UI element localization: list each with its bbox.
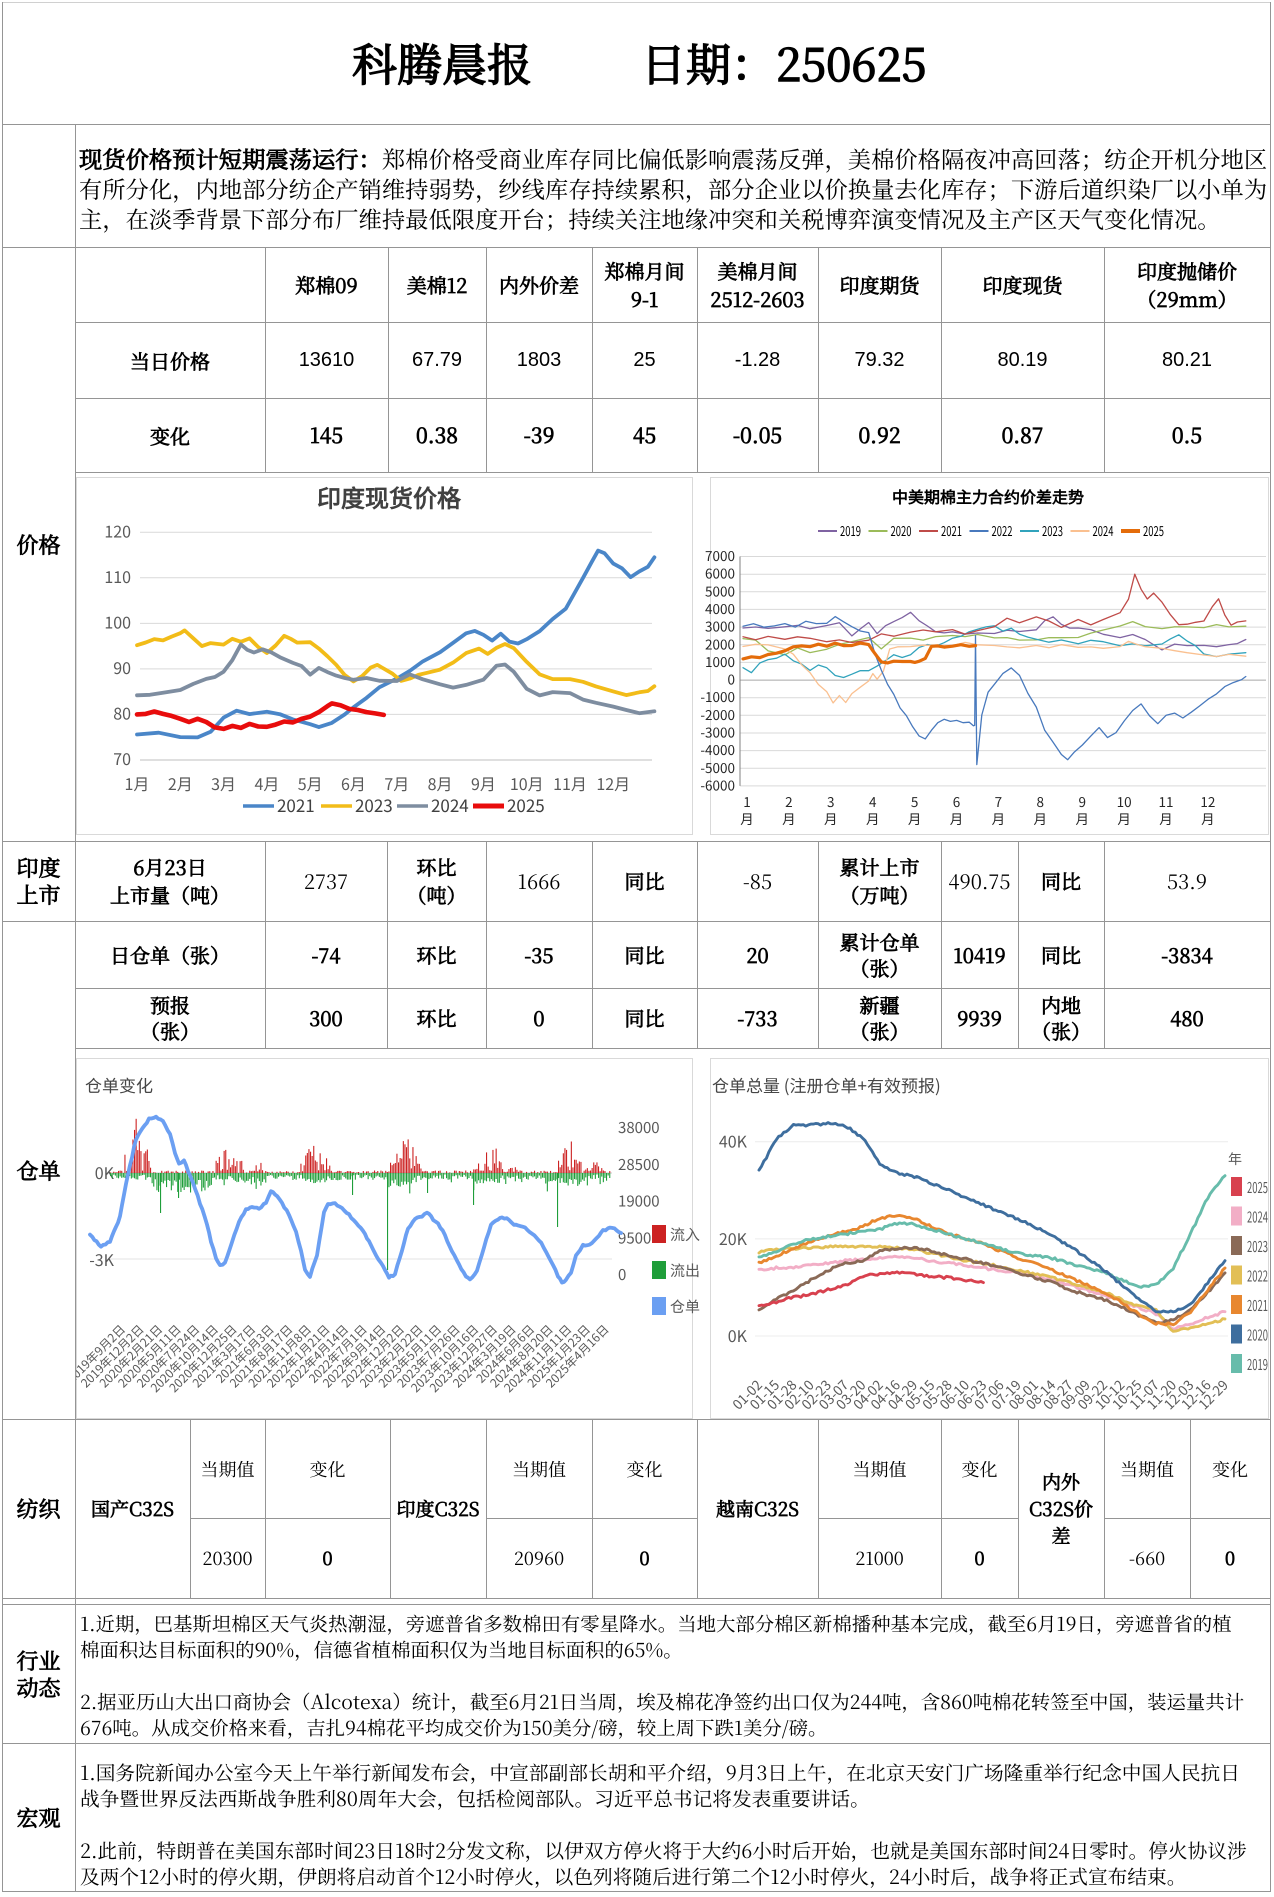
svg-text:10: 10 bbox=[1117, 791, 1132, 811]
svg-text:月: 月 bbox=[824, 808, 838, 828]
svg-text:2019: 2019 bbox=[840, 520, 861, 540]
svg-text:-1000: -1000 bbox=[700, 686, 735, 706]
svg-text:6000: 6000 bbox=[705, 563, 735, 583]
svg-text:-4000: -4000 bbox=[700, 739, 735, 759]
svg-text:9: 9 bbox=[1078, 791, 1086, 811]
svg-text:0K: 0K bbox=[95, 1160, 115, 1184]
svg-text:2000: 2000 bbox=[705, 633, 735, 653]
svg-text:月: 月 bbox=[782, 808, 796, 828]
svg-text:110: 110 bbox=[104, 564, 131, 588]
svg-text:2023: 2023 bbox=[1247, 1236, 1268, 1257]
svg-text:28500: 28500 bbox=[618, 1154, 660, 1175]
svg-text:20K: 20K bbox=[719, 1226, 748, 1250]
svg-text:月: 月 bbox=[866, 808, 880, 828]
svg-text:月: 月 bbox=[1159, 808, 1173, 828]
svg-text:40K: 40K bbox=[719, 1129, 748, 1153]
svg-text:3: 3 bbox=[827, 791, 835, 811]
svg-text:90: 90 bbox=[113, 655, 131, 679]
svg-text:9500: 9500 bbox=[618, 1227, 651, 1248]
svg-text:0: 0 bbox=[618, 1264, 626, 1285]
svg-text:2021: 2021 bbox=[941, 520, 962, 540]
svg-text:3月: 3月 bbox=[211, 771, 236, 795]
svg-text:5月: 5月 bbox=[298, 771, 323, 795]
svg-text:印度现货价格: 印度现货价格 bbox=[317, 479, 462, 514]
svg-text:1000: 1000 bbox=[705, 651, 735, 671]
svg-text:月: 月 bbox=[740, 808, 754, 828]
svg-text:11: 11 bbox=[1159, 791, 1174, 811]
svg-text:月: 月 bbox=[1201, 808, 1215, 828]
svg-text:9月: 9月 bbox=[471, 771, 496, 795]
svg-text:2023: 2023 bbox=[355, 792, 393, 817]
svg-text:6月: 6月 bbox=[341, 771, 366, 795]
svg-text:5000: 5000 bbox=[705, 580, 735, 600]
svg-text:70: 70 bbox=[113, 746, 131, 770]
svg-text:月: 月 bbox=[992, 808, 1006, 828]
svg-text:年: 年 bbox=[1228, 1149, 1242, 1169]
svg-text:19000: 19000 bbox=[618, 1191, 660, 1212]
svg-text:仓单: 仓单 bbox=[670, 1296, 700, 1317]
svg-text:2021: 2021 bbox=[277, 792, 315, 817]
svg-text:2020: 2020 bbox=[891, 520, 912, 540]
svg-text:7月: 7月 bbox=[384, 771, 409, 795]
svg-text:月: 月 bbox=[908, 808, 922, 828]
svg-text:7000: 7000 bbox=[705, 545, 735, 565]
svg-text:中美期棉主力合约价差走势: 中美期棉主力合约价差走势 bbox=[892, 484, 1084, 508]
svg-text:2025: 2025 bbox=[507, 792, 545, 817]
svg-text:2021: 2021 bbox=[1247, 1295, 1268, 1316]
svg-text:0: 0 bbox=[728, 669, 736, 689]
svg-text:2025: 2025 bbox=[1143, 520, 1164, 540]
svg-text:2022: 2022 bbox=[1247, 1266, 1268, 1287]
svg-text:0K: 0K bbox=[728, 1323, 748, 1347]
svg-text:月: 月 bbox=[950, 808, 964, 828]
svg-text:2024: 2024 bbox=[431, 792, 469, 817]
svg-text:2023: 2023 bbox=[1042, 520, 1063, 540]
svg-text:-5000: -5000 bbox=[700, 757, 735, 777]
svg-text:2022: 2022 bbox=[992, 520, 1013, 540]
svg-text:2025: 2025 bbox=[1247, 1177, 1268, 1198]
svg-text:4000: 4000 bbox=[705, 598, 735, 618]
svg-text:2月: 2月 bbox=[168, 771, 193, 795]
svg-text:-3000: -3000 bbox=[700, 722, 735, 742]
svg-text:8月: 8月 bbox=[428, 771, 453, 795]
svg-text:8: 8 bbox=[1037, 791, 1045, 811]
svg-text:仓单变化: 仓单变化 bbox=[85, 1072, 153, 1097]
svg-text:11月: 11月 bbox=[553, 771, 587, 795]
svg-text:4: 4 bbox=[869, 791, 877, 811]
svg-text:-6000: -6000 bbox=[700, 774, 735, 794]
svg-text:7: 7 bbox=[995, 791, 1003, 811]
svg-text:流入: 流入 bbox=[670, 1224, 700, 1245]
svg-text:流出: 流出 bbox=[670, 1260, 700, 1281]
svg-text:80: 80 bbox=[113, 700, 131, 724]
svg-text:12月: 12月 bbox=[596, 771, 630, 795]
svg-text:仓单总量 (注册仓单+有效预报): 仓单总量 (注册仓单+有效预报) bbox=[712, 1072, 941, 1097]
svg-text:100: 100 bbox=[104, 609, 131, 633]
svg-text:3000: 3000 bbox=[705, 616, 735, 636]
svg-text:-3K: -3K bbox=[89, 1247, 114, 1271]
svg-text:5: 5 bbox=[911, 791, 919, 811]
svg-text:12: 12 bbox=[1200, 791, 1215, 811]
svg-text:2024: 2024 bbox=[1093, 520, 1114, 540]
svg-text:月: 月 bbox=[1117, 808, 1131, 828]
svg-text:38000: 38000 bbox=[618, 1117, 660, 1138]
svg-text:月: 月 bbox=[1034, 808, 1048, 828]
svg-text:6: 6 bbox=[953, 791, 961, 811]
svg-text:4月: 4月 bbox=[254, 771, 279, 795]
svg-text:120: 120 bbox=[104, 518, 131, 542]
svg-text:10月: 10月 bbox=[510, 771, 544, 795]
svg-text:-2000: -2000 bbox=[700, 704, 735, 724]
svg-text:2: 2 bbox=[785, 791, 793, 811]
svg-text:2019: 2019 bbox=[1247, 1354, 1268, 1375]
svg-text:月: 月 bbox=[1075, 808, 1089, 828]
svg-text:1: 1 bbox=[743, 791, 751, 811]
svg-text:1月: 1月 bbox=[125, 771, 150, 795]
svg-text:2020: 2020 bbox=[1247, 1325, 1268, 1346]
svg-text:2024: 2024 bbox=[1247, 1207, 1268, 1228]
